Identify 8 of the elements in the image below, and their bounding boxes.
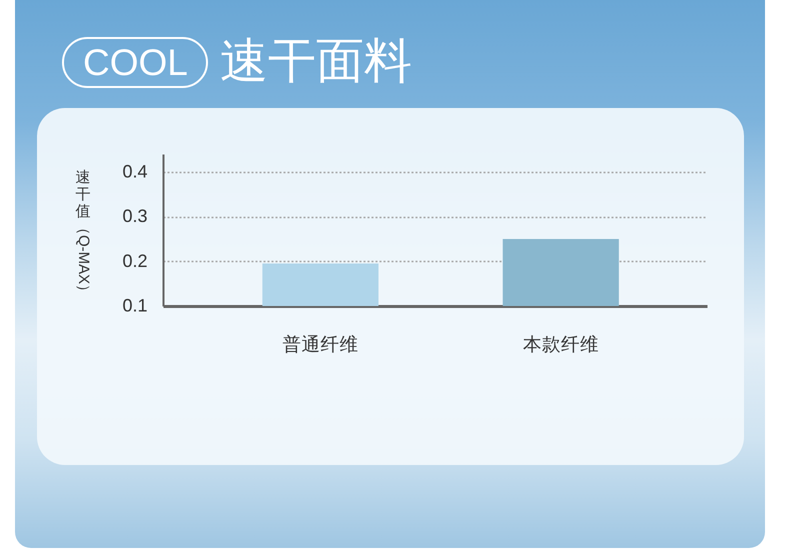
y-axis-title: 速干值（Q-MAX） — [74, 169, 92, 300]
x-tick-label: 本款纤维 — [522, 334, 599, 354]
chart-title: COOL 速干面料 — [82, 35, 412, 88]
y-tick-label: 0.3 — [122, 206, 148, 226]
y-tick-label: 0.4 — [122, 161, 148, 182]
y-tick-label: 0.1 — [122, 296, 148, 316]
x-tick-label: 普通纤维 — [282, 334, 358, 354]
y-tick-label: 0.2 — [122, 250, 148, 271]
